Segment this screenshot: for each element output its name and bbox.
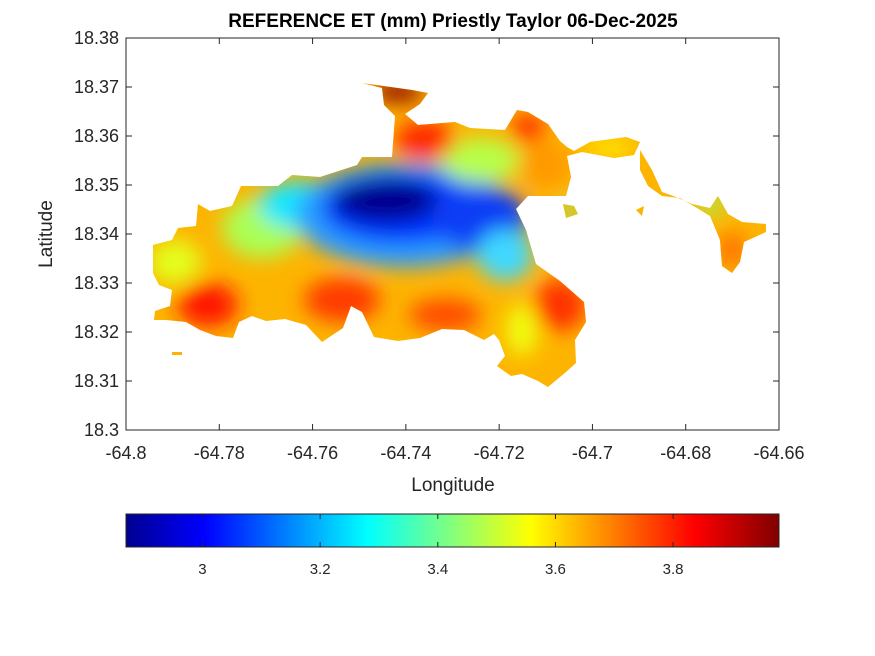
x-axis-label: Longitude — [411, 475, 494, 496]
blob-ne-red — [510, 114, 546, 142]
x-tick-label: -64.66 — [753, 443, 804, 463]
blob-north-red — [395, 120, 455, 160]
colorbar-tick-label: 3.8 — [663, 561, 684, 578]
y-axis: 18.3 18.31 18.32 18.33 18.34 18.35 18.36 18.37 1… — [74, 28, 779, 440]
blob-west-yellow — [153, 240, 201, 284]
x-tick-label: -64.72 — [474, 443, 525, 463]
y-tick-label: 18.36 — [74, 126, 119, 146]
x-tick-label: -64.7 — [572, 443, 613, 463]
x-tick-label: -64.78 — [194, 443, 245, 463]
y-tick-label: 18.35 — [74, 175, 119, 195]
y-tick-label: 18.37 — [74, 77, 119, 97]
blob-ne-orange — [519, 143, 571, 187]
colorbar-tick-label: 3.4 — [427, 561, 448, 578]
heatmap-blobs — [153, 83, 746, 356]
chart-title: REFERENCE ET (mm) Priestly Taylor 06-Dec… — [228, 11, 678, 32]
blob-se-yellow — [506, 304, 538, 356]
x-axis: -64.8 -64.78 -64.76 -64.74 -64.72 -64.7 -64.68… — [105, 38, 805, 463]
y-axis-label: Latitude — [36, 200, 57, 268]
y-tick-label: 18.31 — [74, 371, 119, 391]
y-tick-label: 18.38 — [74, 28, 119, 48]
blob-east-strip-yellow — [584, 140, 636, 156]
colorbar — [125, 513, 780, 548]
blob-east-cyan — [477, 229, 533, 281]
x-tick-label: -64.76 — [287, 443, 338, 463]
colorbar-ticks: 3 3.2 3.4 3.6 3.8 — [198, 514, 684, 578]
y-tick-label: 18.3 — [84, 420, 119, 440]
x-tick-label: -64.8 — [105, 443, 146, 463]
blob-sw-red — [178, 283, 238, 327]
blob-far-east-orange — [718, 232, 746, 268]
y-tick-label: 18.32 — [74, 322, 119, 342]
blob-south-red — [304, 278, 380, 322]
y-tick-label: 18.34 — [74, 224, 119, 244]
x-tick-label: -64.74 — [380, 443, 431, 463]
colorbar-tick-label: 3.6 — [545, 561, 566, 578]
x-tick-label: -64.68 — [660, 443, 711, 463]
blob-center-darkblue — [333, 178, 437, 222]
blob-north-green — [440, 138, 520, 182]
y-tick-label: 18.33 — [74, 273, 119, 293]
colorbar-tick-label: 3 — [198, 561, 206, 578]
colorbar-tick-label: 3.2 — [310, 561, 331, 578]
blob-east-bit-green — [562, 202, 578, 218]
blob-south-red-2 — [409, 299, 481, 331]
